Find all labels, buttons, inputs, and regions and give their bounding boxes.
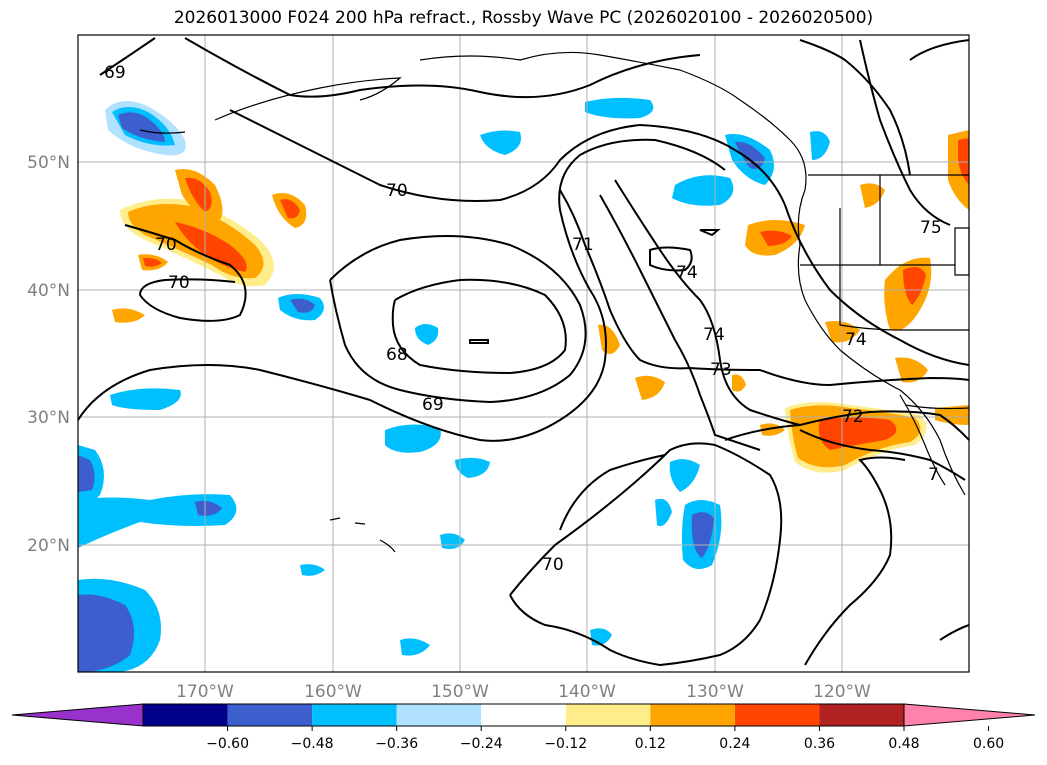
contour-labels: 69 70 70 70 71 74 74 73 68 69 72 74 75 7…: [104, 63, 942, 575]
colorbar-tick-label: 0.12: [635, 736, 666, 752]
positive-anomaly-patches: [112, 130, 969, 473]
colorbar-extend-min: [11, 703, 144, 727]
map-area: 69 70 70 70 71 74 74 73 68 69 72 74 75 7…: [77, 34, 970, 673]
contours: [77, 37, 970, 667]
map-title: 2026013000 F024 200 hPa refract., Rossby…: [173, 8, 874, 28]
contour-label: 74: [845, 330, 867, 350]
lon-label: 130°W: [686, 682, 744, 702]
coastlines: [139, 51, 970, 553]
contour-label: 72: [842, 407, 864, 427]
colorbar-tick-label: −0.60: [206, 736, 249, 752]
lon-label: 150°W: [431, 682, 489, 702]
contour-label: 75: [920, 218, 942, 238]
contour-label: 70: [168, 273, 190, 293]
lat-label: 40°N: [27, 281, 70, 301]
colorbar-segment: [396, 704, 482, 726]
colorbar-segment: [143, 704, 228, 726]
longitude-labels: 170°W 160°W 150°W 140°W 130°W 120°W: [176, 682, 871, 702]
contour-label: 68: [386, 345, 408, 365]
lon-label: 120°W: [813, 682, 871, 702]
lat-label: 50°N: [27, 153, 70, 173]
lon-label: 170°W: [176, 682, 234, 702]
lon-label: 140°W: [558, 682, 616, 702]
contour-label: 7: [928, 465, 939, 485]
latitude-labels: 50°N 40°N 30°N 20°N: [27, 153, 70, 556]
colorbar-tick-label: 0.24: [719, 736, 750, 752]
colorbar-segment: [734, 704, 820, 726]
colorbar: −0.60 −0.48 −0.36 −0.24 −0.12 0.12 0.24 0.36 0.4…: [11, 703, 1036, 752]
contour-label: 71: [572, 235, 594, 255]
graticule: [78, 35, 969, 672]
colorbar-outline: [142, 703, 905, 727]
colorbar-segment: [819, 704, 904, 726]
colorbar-segment: [650, 704, 735, 726]
colorbar-tick-label: 0.36: [804, 736, 835, 752]
colorbar-extend-max: [903, 703, 1036, 727]
lat-label: 30°N: [27, 408, 70, 428]
lon-label: 160°W: [304, 682, 362, 702]
contour-label: 69: [422, 395, 444, 415]
colorbar-tick-label: −0.48: [291, 736, 334, 752]
colorbar-segment: [565, 704, 651, 726]
lat-label: 20°N: [27, 536, 70, 556]
colorbar-tick-label: −0.12: [544, 736, 587, 752]
colorbar-tick-label: 0.48: [888, 736, 919, 752]
colorbar-segment: [481, 704, 566, 726]
contour-label: 73: [710, 360, 732, 380]
contour-label: 74: [703, 325, 725, 345]
contour-label: 70: [155, 235, 177, 255]
map-frame: [77, 34, 970, 673]
contour-label: 70: [542, 555, 564, 575]
colorbar-tick-label: −0.36: [375, 736, 418, 752]
colorbar-tick-label: −0.24: [460, 736, 503, 752]
contour-label: 69: [104, 63, 126, 83]
contour-label: 70: [386, 181, 408, 201]
colorbar-tick-label: 0.60: [973, 736, 1004, 752]
contour-label: 74: [676, 263, 698, 283]
colorbar-segment: [312, 704, 397, 726]
colorbar-segment: [227, 704, 313, 726]
